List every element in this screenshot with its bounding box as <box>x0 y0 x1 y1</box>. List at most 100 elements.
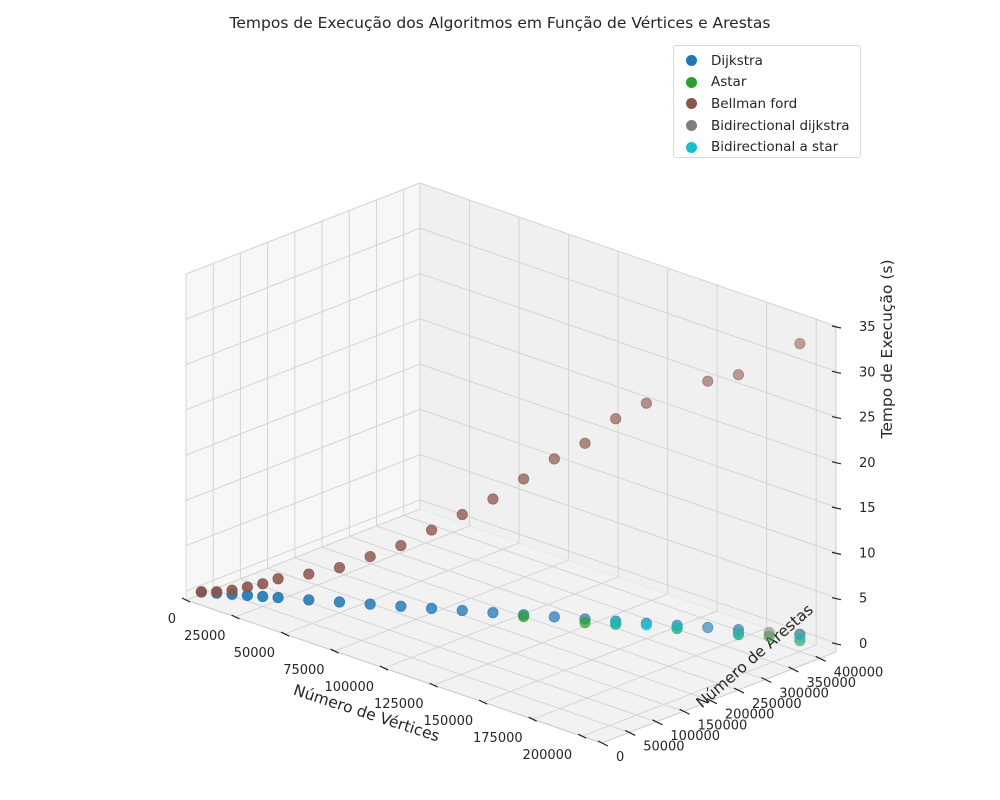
y-tick-label: 100000 <box>670 729 720 744</box>
x-tick-mark <box>528 716 537 722</box>
x-tick-label: 175000 <box>473 731 523 746</box>
grid-line-x-floor <box>383 576 619 669</box>
grid-line-z-back <box>419 499 837 644</box>
point-bellman-ford <box>732 369 745 381</box>
x-tick-mark <box>231 614 240 620</box>
point-bellman-ford <box>211 586 223 598</box>
grid-line-z-left <box>185 273 421 366</box>
y-tick-label: 300000 <box>779 687 829 702</box>
z-tick-mark <box>831 370 842 374</box>
point-bellman-ford <box>425 524 438 536</box>
legend: Dijkstra Astar Bellman ford Bidirectiona… <box>673 45 861 158</box>
z-tick-mark <box>831 551 842 555</box>
y-tick-mark <box>733 687 745 694</box>
legend-marker-bellman-ford <box>686 98 697 110</box>
y-tick-mark <box>624 729 636 736</box>
point-astar <box>579 617 591 629</box>
grid-line-x-floor <box>532 627 767 720</box>
point-bellman-ford <box>303 568 315 580</box>
point-bellman-ford <box>364 551 376 563</box>
z-tick-label: 25 <box>859 411 876 426</box>
legend-item-astar: Astar <box>684 72 850 94</box>
x-tick-label: 200000 <box>523 748 573 763</box>
grid-line-x-floor <box>582 644 817 737</box>
point-bellman-ford <box>487 493 499 505</box>
y-tick-mark <box>597 740 609 747</box>
point-bellman-ford <box>272 573 284 585</box>
legend-item-bellman-ford: Bellman ford <box>684 93 850 115</box>
point-dijkstra <box>425 602 438 614</box>
y-tick-mark <box>815 655 826 662</box>
grid-line-z-left <box>185 363 421 456</box>
grid-line-y-floor <box>294 557 711 702</box>
z-tick-label: 5 <box>859 592 867 607</box>
grid-line-z-back <box>419 408 837 553</box>
z-tick-label: 20 <box>859 456 876 471</box>
grid-line-y-floor <box>321 546 739 691</box>
x-tick-mark <box>379 665 389 671</box>
z-tick-mark <box>831 597 842 601</box>
grid-line-y-floor <box>403 514 820 659</box>
legend-marker-bidirectional-a-star <box>686 141 697 153</box>
y-tick-label: 250000 <box>752 697 802 712</box>
point-bellman-ford <box>395 539 407 552</box>
y-tick-label: 50000 <box>643 739 684 754</box>
z-axis-label: Tempo de Execução (s) <box>878 260 896 440</box>
legend-label-bidirectional-a-star: Bidirectional a star <box>711 139 839 156</box>
legend-label-dijkstra: Dijkstra <box>711 52 763 69</box>
x-tick-label: 50000 <box>234 646 275 661</box>
point-bellman-ford <box>794 338 806 350</box>
legend-marker-astar <box>686 76 697 88</box>
legend-marker-dijkstra <box>686 55 697 67</box>
x-tick-mark <box>577 733 587 739</box>
legend-label-bidirectional-dijkstra: Bidirectional dijkstra <box>711 117 850 134</box>
grid-line-z-back <box>419 273 837 418</box>
grid-line-y-floor <box>267 567 684 712</box>
y-tick-label: 0 <box>616 750 624 765</box>
z-tick-label: 35 <box>859 320 876 335</box>
chart-title: Tempos de Execução dos Algoritmos em Fun… <box>229 14 771 32</box>
point-bellman-ford <box>702 375 714 387</box>
x-tick-label: 150000 <box>424 714 474 729</box>
x-tick-mark <box>280 631 290 637</box>
point-dijkstra <box>456 604 468 617</box>
grid-line-z-back <box>419 182 837 327</box>
x-tick-label: 100000 <box>324 680 374 695</box>
point-bidirectional-a-star <box>732 628 745 640</box>
point-dijkstra <box>333 596 346 608</box>
grid-line-z-left <box>185 318 421 411</box>
x-tick-mark <box>478 699 488 705</box>
legend-item-bidirectional-a-star: Bidirectional a star <box>684 136 850 158</box>
y-tick-mark <box>652 719 663 726</box>
x-tick-label: 25000 <box>184 629 225 644</box>
grid-line-z-left <box>185 499 421 592</box>
point-dijkstra <box>487 607 499 619</box>
x-tick-label: 125000 <box>374 697 424 712</box>
z-tick-label: 0 <box>859 637 867 652</box>
grid-line-x-floor <box>433 593 668 686</box>
point-bellman-ford <box>241 581 253 593</box>
legend-item-dijkstra: Dijkstra <box>684 50 850 72</box>
point-dijkstra <box>364 598 376 610</box>
z-tick-label: 30 <box>859 365 876 380</box>
grid-line-x-floor <box>334 559 569 652</box>
point-dijkstra <box>702 621 714 634</box>
z-tick-mark <box>831 642 842 646</box>
y-tick-mark <box>760 676 772 684</box>
z-tick-label: 10 <box>859 546 876 561</box>
point-bellman-ford <box>257 578 269 590</box>
grid-line-z-left <box>185 182 421 275</box>
y-tick-label: 400000 <box>834 665 884 680</box>
grid-line-y-floor <box>349 536 766 680</box>
y-axis-line <box>601 651 837 744</box>
y-tick-label: 200000 <box>725 708 775 723</box>
grid-line-x-floor <box>185 508 421 601</box>
grid-line-z-left <box>185 454 421 547</box>
point-bellman-ford <box>548 453 560 465</box>
z-tick-mark <box>831 461 842 465</box>
grid-line-z-left <box>185 408 421 501</box>
point-bidirectional-a-star <box>610 617 622 629</box>
legend-label-astar: Astar <box>711 74 747 91</box>
legend-label-bellman-ford: Bellman ford <box>711 95 798 112</box>
y-tick-label: 150000 <box>698 718 748 733</box>
